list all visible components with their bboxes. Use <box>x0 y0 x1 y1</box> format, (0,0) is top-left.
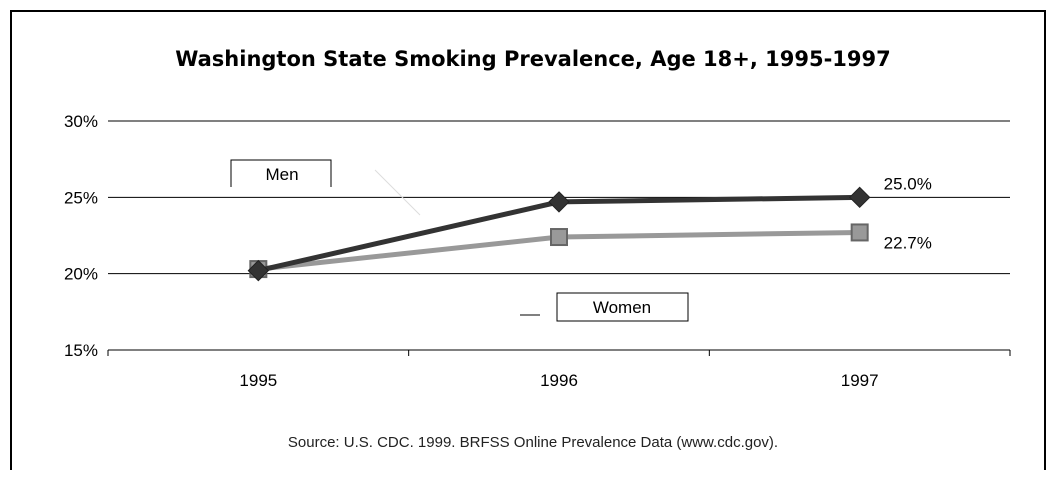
x-axis: 1995 1996 1997 <box>107 350 1011 390</box>
legend-label: Men <box>265 165 298 184</box>
legend-men: Men <box>230 159 332 187</box>
data-point <box>548 191 570 213</box>
end-value-label: 25.0% <box>884 174 932 193</box>
x-tick-label: 1996 <box>540 371 578 390</box>
x-tick-label: 1995 <box>239 371 277 390</box>
y-tick-label: 30% <box>64 112 98 131</box>
legend-layer: Men Women <box>230 159 689 322</box>
data-point <box>550 228 568 247</box>
data-point <box>848 186 871 209</box>
legend-box <box>230 159 332 187</box>
legend-label: Women <box>593 298 651 317</box>
legend-women: Women <box>556 292 689 322</box>
men-leader-line <box>374 169 421 216</box>
end-value-label: 22.7% <box>884 233 932 252</box>
source-note: Source: U.S. CDC. 1999. BRFSS Online Pre… <box>288 434 778 451</box>
chart-title: Washington State Smoking Prevalence, Age… <box>175 47 891 71</box>
series-layer: 22.7% 25.0% <box>247 169 932 316</box>
series-men: 25.0% <box>247 174 932 282</box>
data-point <box>247 259 270 282</box>
x-tick-label: 1997 <box>841 371 879 390</box>
legend-box <box>556 292 689 322</box>
y-axis-ticks: 15% 20% 25% 30% <box>64 112 98 360</box>
chart-frame <box>10 10 1046 470</box>
data-point <box>850 223 869 242</box>
y-tick-label: 25% <box>64 188 98 207</box>
y-tick-label: 15% <box>64 341 98 360</box>
y-tick-label: 20% <box>64 265 98 284</box>
